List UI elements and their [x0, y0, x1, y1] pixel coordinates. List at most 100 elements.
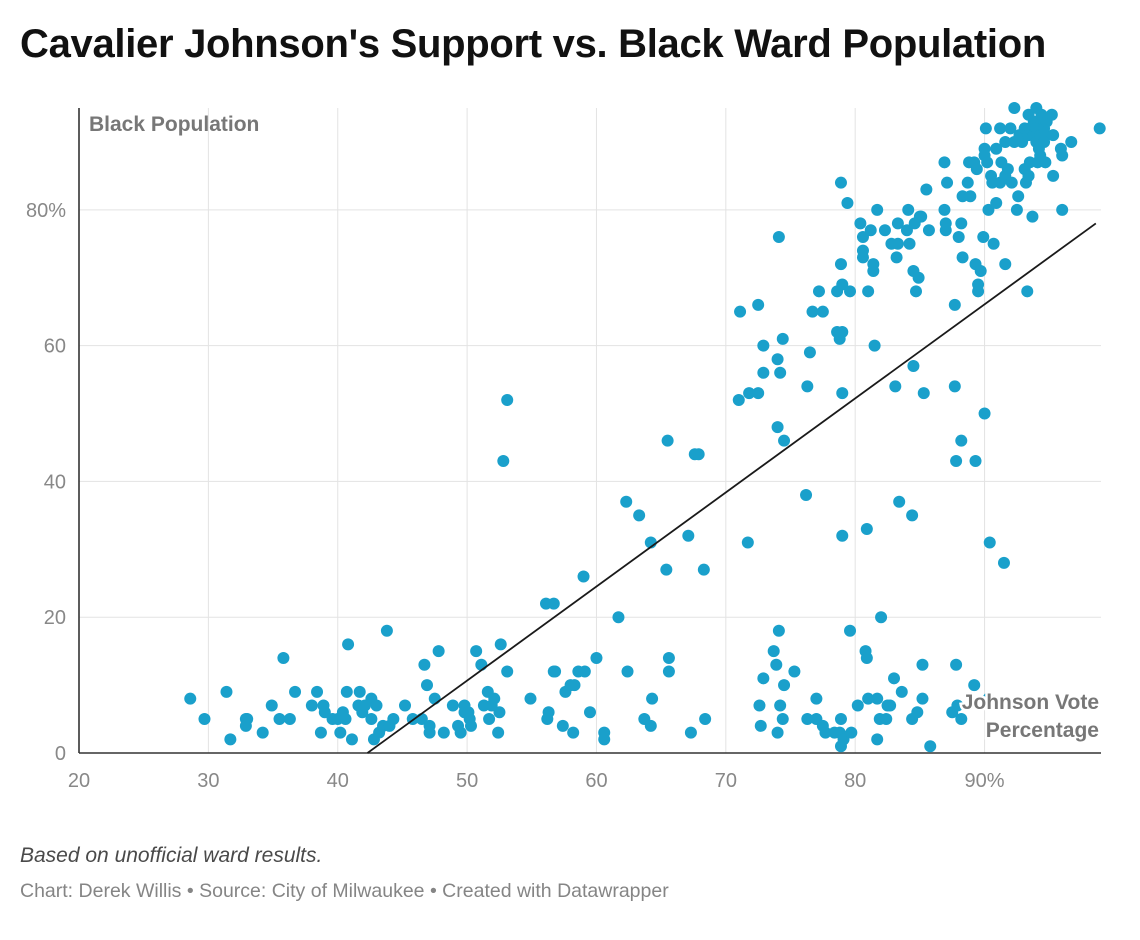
- data-point: [273, 713, 286, 726]
- data-point: [497, 455, 510, 468]
- data-point: [972, 278, 985, 291]
- data-point: [734, 305, 747, 318]
- data-point: [999, 258, 1012, 271]
- data-point: [964, 190, 977, 203]
- data-point: [741, 536, 754, 549]
- data-point: [875, 611, 888, 624]
- data-point: [812, 285, 825, 298]
- data-point: [948, 298, 961, 311]
- data-point: [979, 122, 992, 135]
- data-point: [1005, 176, 1018, 189]
- data-point: [305, 699, 318, 712]
- trendline: [366, 222, 1097, 754]
- data-point: [437, 726, 450, 739]
- data-point: [697, 563, 710, 576]
- data-point: [454, 726, 467, 739]
- data-point: [916, 692, 929, 705]
- data-point: [577, 570, 590, 583]
- data-point: [955, 713, 968, 726]
- data-point: [845, 726, 858, 739]
- data-point: [841, 197, 854, 210]
- data-point: [844, 285, 857, 298]
- data-point: [806, 305, 819, 318]
- y-tick-label: 40: [44, 471, 66, 493]
- y-tick-label: 60: [44, 336, 66, 358]
- data-point: [948, 380, 961, 393]
- data-point: [834, 176, 847, 189]
- data-point: [906, 509, 919, 522]
- data-point: [265, 699, 278, 712]
- chart-title: Cavalier Johnson's Support vs. Black War…: [20, 22, 1046, 66]
- data-point: [871, 203, 884, 216]
- x-axis-title-line-1: Johnson Vote: [962, 691, 1099, 714]
- data-point: [311, 685, 324, 698]
- data-point: [910, 285, 923, 298]
- data-point: [772, 624, 785, 637]
- data-point: [968, 679, 981, 692]
- x-tick-label: 50: [456, 770, 478, 792]
- data-point: [771, 353, 784, 366]
- x-axis-title-line-2: Percentage: [986, 719, 1099, 742]
- y-tick-label: 0: [55, 743, 66, 765]
- data-point: [277, 651, 290, 664]
- data-point: [590, 651, 603, 664]
- data-point: [483, 713, 496, 726]
- data-point: [834, 258, 847, 271]
- data-point: [556, 719, 569, 732]
- data-point: [917, 387, 930, 400]
- data-point: [819, 726, 832, 739]
- data-point: [836, 326, 849, 339]
- data-point: [860, 651, 873, 664]
- data-point: [860, 522, 873, 535]
- data-point: [501, 665, 514, 678]
- data-point: [920, 183, 933, 196]
- data-point: [757, 672, 770, 685]
- data-point: [974, 264, 987, 277]
- data-point: [314, 726, 327, 739]
- y-tick-label: 80%: [26, 200, 66, 222]
- data-point: [1038, 135, 1051, 148]
- data-point: [568, 679, 581, 692]
- data-point: [256, 726, 269, 739]
- trendline-group: [366, 222, 1097, 754]
- data-point: [889, 380, 902, 393]
- data-point: [470, 645, 483, 658]
- data-point: [983, 536, 996, 549]
- x-tick-label: 20: [68, 770, 90, 792]
- data-point: [743, 387, 756, 400]
- data-point: [578, 665, 591, 678]
- data-point: [682, 529, 695, 542]
- data-point: [893, 495, 906, 508]
- data-point: [950, 658, 963, 671]
- data-point: [752, 387, 765, 400]
- data-point: [501, 393, 514, 406]
- data-point: [778, 679, 791, 692]
- data-point: [776, 713, 789, 726]
- data-point: [692, 448, 705, 461]
- data-point: [567, 726, 580, 739]
- data-point: [339, 713, 352, 726]
- data-point: [633, 509, 646, 522]
- data-point: [907, 360, 920, 372]
- data-point: [757, 366, 770, 379]
- data-point: [956, 251, 969, 264]
- data-point: [771, 726, 784, 739]
- data-point: [801, 713, 814, 726]
- data-point: [428, 692, 441, 705]
- data-point: [938, 156, 951, 169]
- data-point: [878, 224, 891, 237]
- data-point: [880, 713, 893, 726]
- data-point: [895, 685, 908, 698]
- data-point: [955, 434, 968, 447]
- data-point: [684, 726, 697, 739]
- data-point: [884, 699, 897, 712]
- x-tick-label: 80: [844, 770, 866, 792]
- data-point: [990, 142, 1003, 155]
- data-point: [837, 733, 850, 746]
- data-point: [283, 713, 296, 726]
- data-point: [644, 719, 657, 732]
- data-point: [911, 706, 924, 719]
- data-point: [969, 455, 982, 468]
- x-tick-label: 90%: [965, 770, 1005, 792]
- x-tick-label: 30: [197, 770, 219, 792]
